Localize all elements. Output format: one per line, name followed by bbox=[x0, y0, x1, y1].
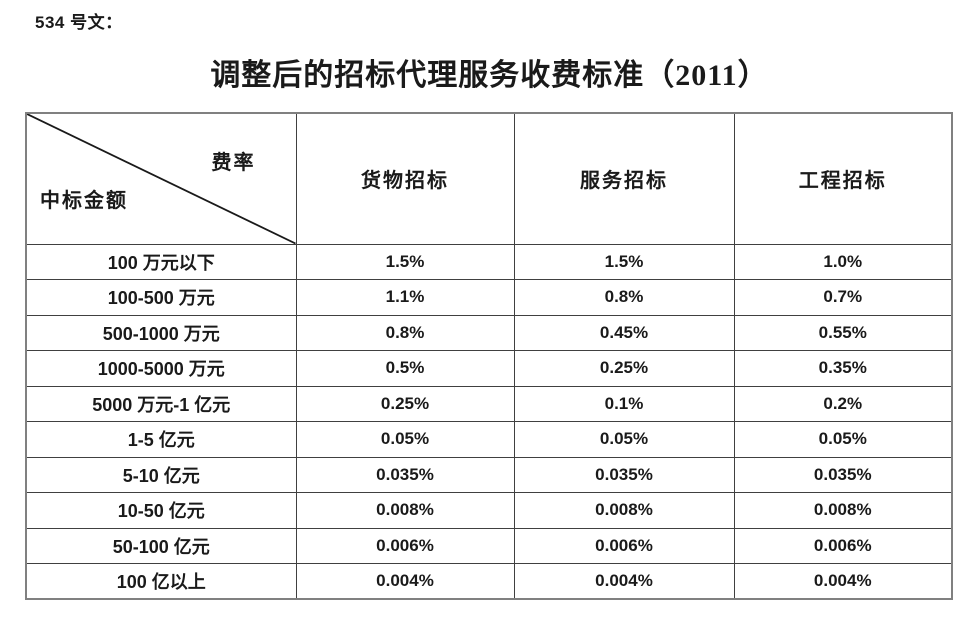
rate-cell: 1.5% bbox=[295, 243, 515, 280]
rate-cell: 0.05% bbox=[513, 421, 735, 458]
rate-cell: 1.5% bbox=[513, 243, 735, 280]
table-row: 10-50 亿元 0.008% 0.008% 0.008% bbox=[25, 492, 953, 529]
page-title: 调整后的招标代理服务收费标准（2011） bbox=[210, 59, 769, 92]
table-row: 1000-5000 万元 0.5% 0.25% 0.35% bbox=[25, 350, 953, 387]
rate-cell: 0.004% bbox=[295, 563, 515, 600]
rate-cell: 0.25% bbox=[295, 385, 515, 422]
row-label-bid-amount-range: 5000 万元-1 亿元 bbox=[25, 385, 297, 422]
rate-cell: 0.7% bbox=[733, 279, 953, 316]
table-row: 5-10 亿元 0.035% 0.035% 0.035% bbox=[25, 456, 953, 493]
column-header-engineering-bidding: 工程招标 bbox=[733, 112, 953, 245]
rate-cell: 1.0% bbox=[733, 243, 953, 280]
row-label-bid-amount-range: 1000-5000 万元 bbox=[25, 350, 297, 387]
rate-cell: 0.1% bbox=[513, 385, 735, 422]
rate-cell: 0.035% bbox=[733, 456, 953, 493]
row-label-bid-amount-range: 10-50 亿元 bbox=[25, 492, 297, 529]
rate-cell: 0.004% bbox=[513, 563, 735, 600]
rate-cell: 1.1% bbox=[295, 279, 515, 316]
table-row: 100 万元以下 1.5% 1.5% 1.0% bbox=[25, 243, 953, 280]
corner-header-cell: 费率 中标金额 bbox=[25, 112, 297, 245]
table-row: 1-5 亿元 0.05% 0.05% 0.05% bbox=[25, 421, 953, 458]
header-row: 费率 中标金额 货物招标 服务招标 工程招标 bbox=[25, 112, 953, 245]
row-label-bid-amount-range: 5-10 亿元 bbox=[25, 456, 297, 493]
rate-cell: 0.45% bbox=[513, 314, 735, 351]
diagonal-divider-line bbox=[27, 114, 296, 244]
rate-cell: 0.008% bbox=[295, 492, 515, 529]
rate-cell: 0.008% bbox=[513, 492, 735, 529]
rate-cell: 0.25% bbox=[513, 350, 735, 387]
rate-cell: 0.05% bbox=[733, 421, 953, 458]
corner-label-rate: 费率 bbox=[211, 152, 256, 174]
row-label-bid-amount-range: 50-100 亿元 bbox=[25, 527, 297, 564]
column-header-service-bidding: 服务招标 bbox=[513, 112, 735, 245]
rate-cell: 0.5% bbox=[295, 350, 515, 387]
table-row: 5000 万元-1 亿元 0.25% 0.1% 0.2% bbox=[25, 385, 953, 422]
table-row: 50-100 亿元 0.006% 0.006% 0.006% bbox=[25, 527, 953, 564]
rate-cell: 0.2% bbox=[733, 385, 953, 422]
fee-table: 费率 中标金额 货物招标 服务招标 工程招标 100 万元以下 1.5% 1.5% 1… bbox=[25, 112, 953, 600]
table-row: 100 亿以上 0.004% 0.004% 0.004% bbox=[25, 563, 953, 600]
row-label-bid-amount-range: 500-1000 万元 bbox=[25, 314, 297, 351]
column-header-goods-bidding: 货物招标 bbox=[295, 112, 515, 245]
row-label-bid-amount-range: 1-5 亿元 bbox=[25, 421, 297, 458]
rate-cell: 0.035% bbox=[513, 456, 735, 493]
row-label-bid-amount-range: 100 万元以下 bbox=[25, 243, 297, 280]
table-row: 500-1000 万元 0.8% 0.45% 0.55% bbox=[25, 314, 953, 351]
rate-cell: 0.8% bbox=[295, 314, 515, 351]
rate-cell: 0.006% bbox=[295, 527, 515, 564]
rate-cell: 0.35% bbox=[733, 350, 953, 387]
rate-cell: 0.004% bbox=[733, 563, 953, 600]
rate-cell: 0.008% bbox=[733, 492, 953, 529]
rate-cell: 0.006% bbox=[513, 527, 735, 564]
corner-label-bid-amount: 中标金额 bbox=[40, 190, 128, 212]
table-row: 100-500 万元 1.1% 0.8% 0.7% bbox=[25, 279, 953, 316]
rate-cell: 0.8% bbox=[513, 279, 735, 316]
rate-cell: 0.55% bbox=[733, 314, 953, 351]
rate-cell: 0.006% bbox=[733, 527, 953, 564]
row-label-bid-amount-range: 100 亿以上 bbox=[25, 563, 297, 600]
doc-number-label: 534 号文： bbox=[35, 13, 123, 32]
row-label-bid-amount-range: 100-500 万元 bbox=[25, 279, 297, 316]
rate-cell: 0.035% bbox=[295, 456, 515, 493]
rate-cell: 0.05% bbox=[295, 421, 515, 458]
